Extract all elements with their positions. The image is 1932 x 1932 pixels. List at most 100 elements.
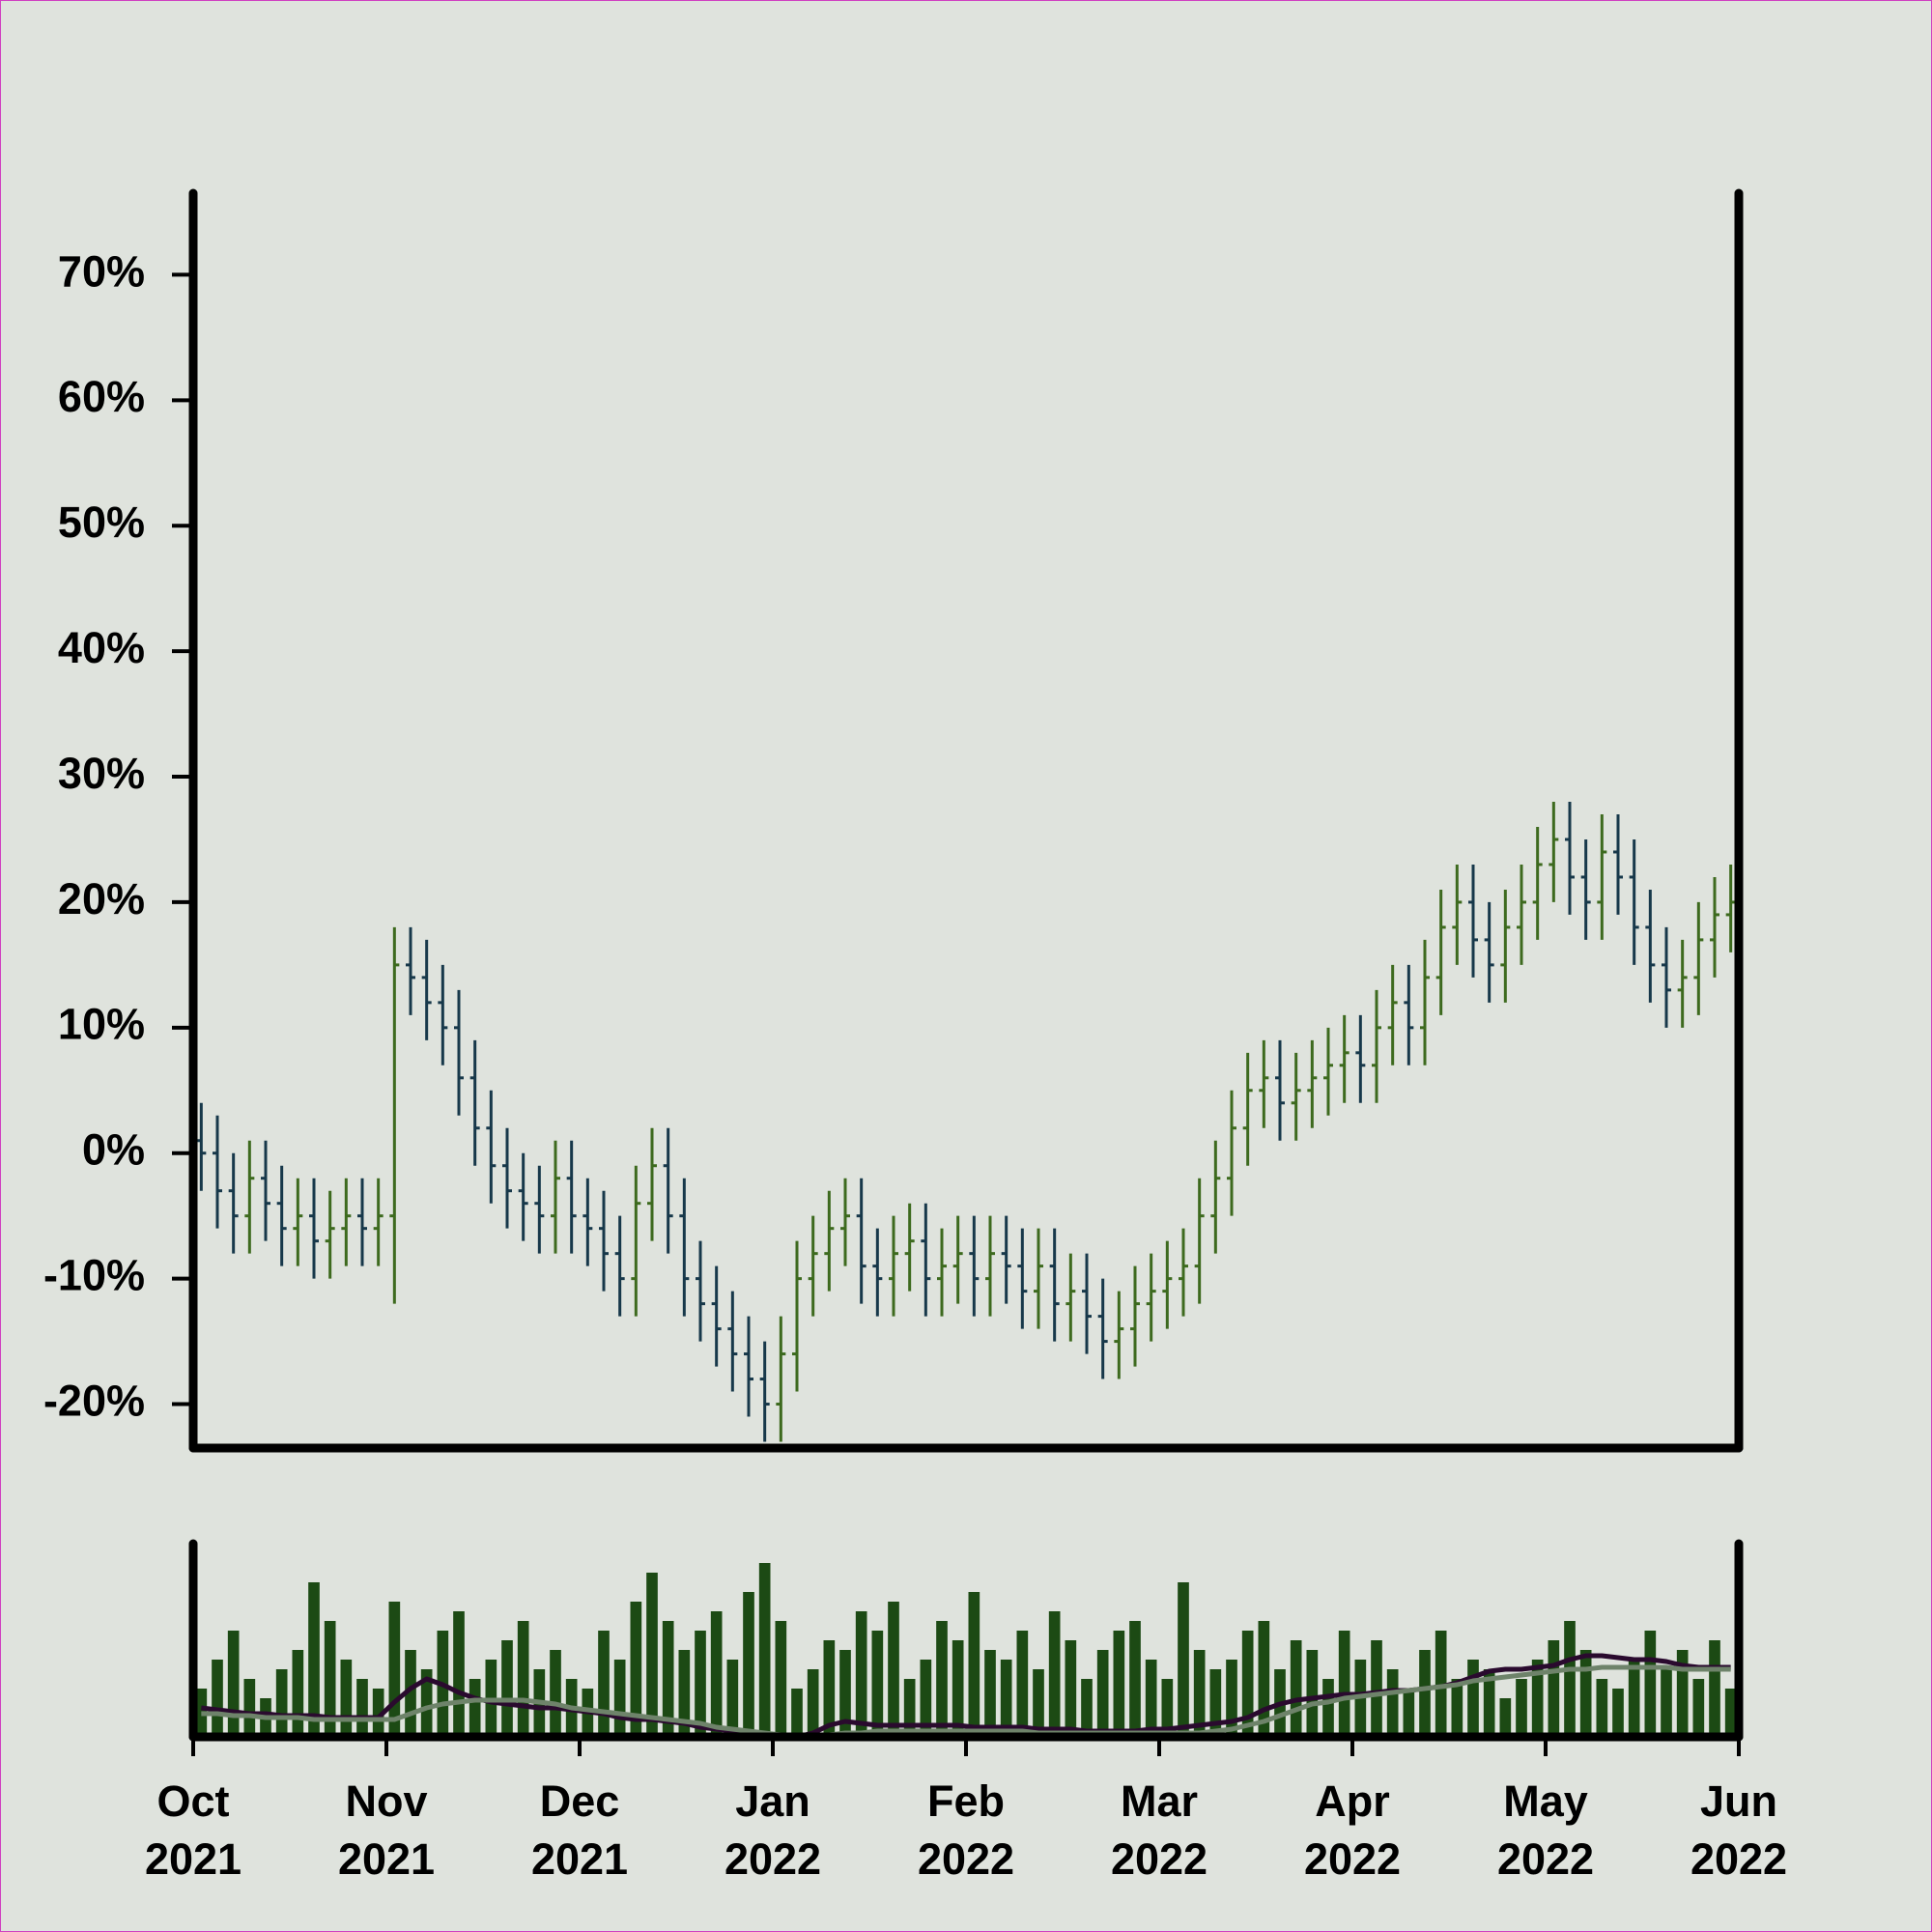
ohlc-bar: [1677, 939, 1688, 1028]
y-tick-label: -10%: [43, 1251, 145, 1300]
ohlc-bar: [1259, 1039, 1269, 1128]
volume-bar: [646, 1573, 658, 1737]
volume-bar: [823, 1640, 836, 1737]
ohlc-bar: [1517, 864, 1526, 965]
ohlc-bar: [1162, 1240, 1173, 1329]
volume-bar: [1531, 1660, 1544, 1737]
volume-bar: [1709, 1640, 1720, 1737]
ohlc-bar: [1001, 1215, 1011, 1304]
volume-bar: [1724, 1689, 1737, 1737]
moving-average-line: [201, 1653, 1731, 1740]
ohlc-bar: [1548, 802, 1559, 902]
ohlc-bar: [1693, 901, 1704, 1015]
ohlc-bar: [341, 1178, 352, 1266]
volume-bar: [501, 1640, 513, 1737]
ohlc-bar: [1323, 1027, 1333, 1116]
volume-bar: [212, 1660, 223, 1737]
volume-bar: [1081, 1679, 1093, 1737]
ohlc-bar: [1645, 889, 1656, 1003]
ohlc-bar: [276, 1165, 287, 1266]
volume-bar: [1483, 1669, 1495, 1737]
ohlc-bar: [840, 1178, 850, 1266]
ohlc-bar: [438, 964, 448, 1065]
volume-bar: [1499, 1698, 1512, 1737]
volume-bar: [1596, 1679, 1608, 1737]
volume-bar: [1516, 1679, 1527, 1737]
ohlc-bar: [952, 1215, 963, 1304]
ohlc-bar: [889, 1215, 898, 1317]
ohlc-bar: [969, 1215, 980, 1317]
ohlc-bar: [454, 989, 464, 1116]
volume-bar: [340, 1660, 353, 1737]
volume-bar: [324, 1621, 336, 1737]
ohlc-bar: [1242, 1052, 1253, 1166]
y-tick-label: 40%: [58, 623, 145, 672]
volume-bar: [1403, 1689, 1415, 1737]
volume-bar: [1178, 1582, 1189, 1737]
volume-bar: [1612, 1689, 1624, 1737]
ohlc-bar: [985, 1215, 995, 1317]
volume-bar: [695, 1631, 706, 1737]
ohlc-bar: [1355, 1014, 1366, 1103]
ohlc-bar: [631, 1165, 641, 1317]
ohlc-bar: [1662, 926, 1671, 1028]
ohlc-bar: [937, 1228, 947, 1317]
volume-bar: [1644, 1631, 1657, 1737]
volume-bar: [807, 1669, 819, 1737]
ohlc-bar: [711, 1265, 722, 1367]
volume-bar: [1065, 1640, 1077, 1737]
x-tick-label: Mar 2022: [1110, 1776, 1208, 1884]
ohlc-bar: [1532, 826, 1543, 940]
volume-bar: [1467, 1660, 1479, 1737]
y-tick-label: 10%: [58, 1000, 145, 1049]
ohlc-bar: [486, 1090, 497, 1204]
volume-bar: [936, 1621, 948, 1737]
volume-bar: [1435, 1631, 1447, 1737]
volume-bar: [308, 1582, 320, 1737]
ohlc-bar: [1710, 876, 1719, 978]
volume-bar: [517, 1621, 529, 1737]
ohlc-bar: [566, 1140, 577, 1254]
volume-bar: [1338, 1631, 1350, 1737]
x-tick-label: Apr 2022: [1303, 1776, 1402, 1884]
volume-bar: [1322, 1679, 1334, 1737]
volume-bar: [630, 1602, 642, 1737]
ohlc-bar: [534, 1165, 545, 1254]
ohlc-bar: [599, 1190, 609, 1292]
ohlc-bar: [357, 1178, 367, 1266]
x-tick-label: Oct 2021: [144, 1776, 242, 1884]
ohlc-bar: [792, 1240, 802, 1392]
ohlc-bar: [1097, 1278, 1108, 1379]
ohlc-bar: [1275, 1039, 1285, 1141]
volume-bar: [1419, 1650, 1431, 1737]
ohlc-bar: [1484, 901, 1494, 1003]
ohlc-bar: [1146, 1253, 1156, 1342]
y-tick-label: 70%: [58, 246, 145, 296]
ohlc-bar: [663, 1127, 673, 1254]
ohlc-bar: [727, 1291, 738, 1392]
volume-bar: [1113, 1631, 1125, 1737]
ohlc-bar: [582, 1178, 593, 1266]
ohlc-bar: [824, 1190, 835, 1292]
ohlc-bar: [261, 1140, 270, 1241]
volume-bar: [598, 1631, 610, 1737]
volume-bar: [903, 1679, 916, 1737]
y-tick-label: 30%: [58, 749, 145, 798]
ohlc-bar: [1017, 1228, 1028, 1329]
volume-bar: [952, 1640, 964, 1737]
ohlc-bar: [389, 926, 400, 1304]
ohlc-bar: [904, 1203, 915, 1292]
volume-bar: [984, 1650, 996, 1737]
ohlc-bar: [1372, 989, 1381, 1103]
ohlc-bar: [1307, 1039, 1318, 1128]
volume-bar: [243, 1679, 256, 1737]
ohlc-bar: [872, 1228, 883, 1317]
ohlc-bar: [1065, 1253, 1076, 1342]
volume-bar: [1241, 1631, 1254, 1737]
volume-bar: [758, 1563, 771, 1737]
ohlc-bar: [1227, 1090, 1236, 1216]
volume-bar: [1016, 1631, 1029, 1737]
volume-bar: [1386, 1669, 1399, 1737]
x-tick-label: Feb 2022: [917, 1776, 1015, 1884]
